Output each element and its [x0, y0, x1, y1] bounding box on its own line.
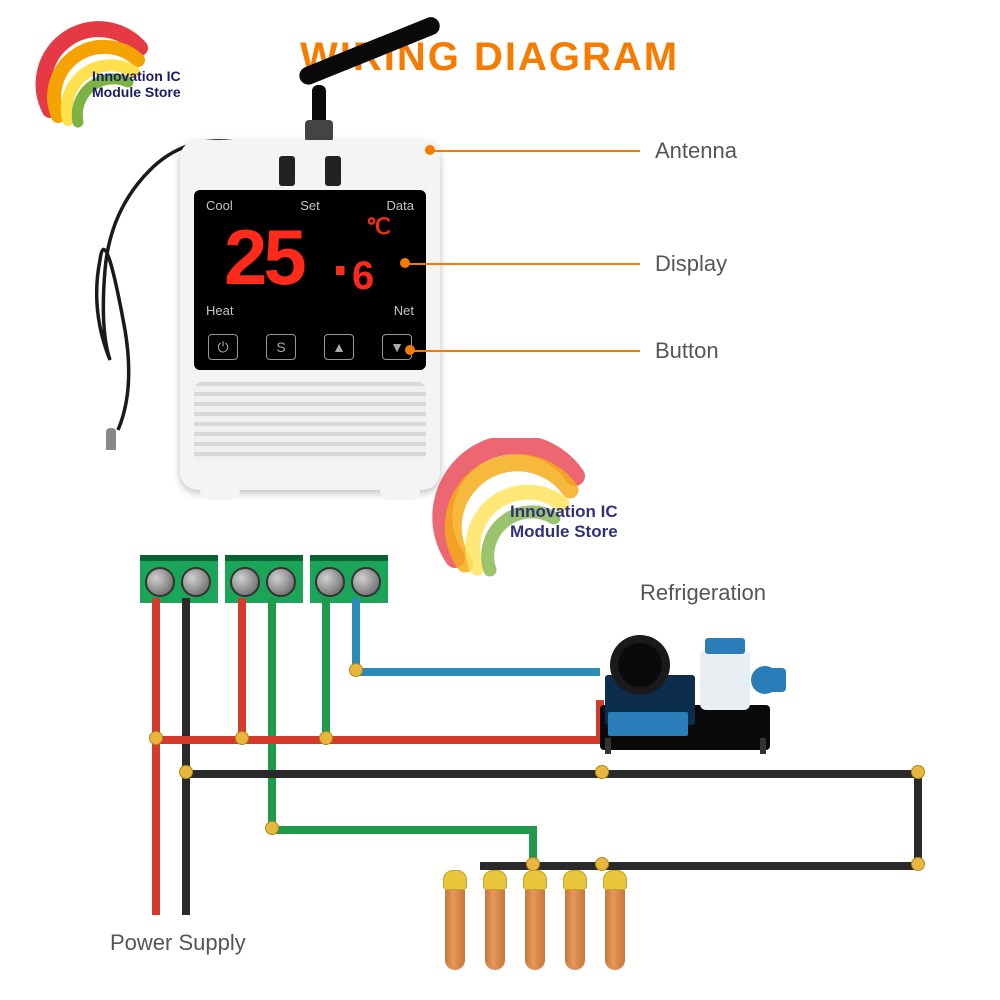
node	[235, 731, 249, 745]
wire-green-2	[322, 598, 330, 740]
sensor-port	[279, 156, 295, 186]
device-screen: Cool Set Data Heat Net 25 . 6 ℃ ⏻ S ▲ ▼	[194, 190, 426, 370]
screen-label-data: Data	[387, 198, 414, 213]
label-button: Button	[655, 338, 719, 364]
node	[595, 857, 609, 871]
wire-black-1	[182, 598, 190, 915]
wire-blue-h	[352, 668, 600, 676]
callout-line-display	[405, 263, 640, 265]
node	[911, 857, 925, 871]
wire-red-2	[238, 598, 246, 740]
set-button[interactable]: S	[266, 334, 296, 360]
heater-2	[485, 870, 505, 970]
callout-dot-button	[405, 345, 415, 355]
logo-text-1: Innovation IC	[92, 68, 181, 84]
wire-green-1	[268, 598, 276, 830]
wire-black-h2	[480, 862, 918, 870]
watermark-text-2: Module Store	[510, 522, 618, 542]
node	[526, 857, 540, 871]
refrigeration-unit	[590, 620, 790, 760]
mount-tab-left	[200, 484, 240, 500]
watermark-text-1: Innovation IC	[510, 502, 618, 522]
wire-black-right	[914, 770, 922, 868]
node	[149, 731, 163, 745]
wire-red-1	[152, 598, 160, 915]
heater-4	[565, 870, 585, 970]
antenna-port	[325, 156, 341, 186]
callout-dot-display	[400, 258, 410, 268]
temp-dec: 6	[352, 254, 374, 299]
screen-label-set: Set	[300, 198, 320, 213]
label-refrigeration: Refrigeration	[640, 580, 766, 606]
wire-blue-1	[352, 598, 360, 672]
terminal-1	[140, 555, 218, 603]
wire-black-h1	[182, 770, 918, 778]
terminal-3	[310, 555, 388, 603]
temp-unit: ℃	[366, 214, 391, 240]
node	[911, 765, 925, 779]
logo-text-2: Module Store	[92, 84, 181, 100]
wire-red-h	[152, 736, 600, 744]
speaker-grille	[194, 382, 426, 462]
power-button[interactable]: ⏻	[208, 334, 238, 360]
button-row: ⏻ S ▲ ▼	[194, 334, 426, 360]
heater-1	[445, 870, 465, 970]
screen-label-cool: Cool	[206, 198, 233, 213]
temp-main: 25	[224, 212, 303, 303]
screen-label-net: Net	[394, 303, 414, 318]
callout-dot-antenna	[425, 145, 435, 155]
wire-green-h	[268, 826, 533, 834]
up-button[interactable]: ▲	[324, 334, 354, 360]
label-display: Display	[655, 251, 727, 277]
heater-5	[605, 870, 625, 970]
node	[349, 663, 363, 677]
antenna-joint	[305, 120, 333, 142]
node	[265, 821, 279, 835]
node	[179, 765, 193, 779]
callout-line-button	[410, 350, 640, 352]
node	[319, 731, 333, 745]
watermark-logo: Innovation IC Module Store	[410, 438, 650, 588]
controller-device: Cool Set Data Heat Net 25 . 6 ℃ ⏻ S ▲ ▼	[180, 140, 440, 490]
temp-dot: .	[332, 220, 349, 289]
screen-label-heat: Heat	[206, 303, 233, 318]
label-antenna: Antenna	[655, 138, 737, 164]
node	[595, 765, 609, 779]
label-power-supply: Power Supply	[110, 930, 246, 956]
terminal-2	[225, 555, 303, 603]
callout-line-antenna	[430, 150, 640, 152]
store-logo: Innovation IC Module Store	[20, 20, 200, 140]
heater-3	[525, 870, 545, 970]
